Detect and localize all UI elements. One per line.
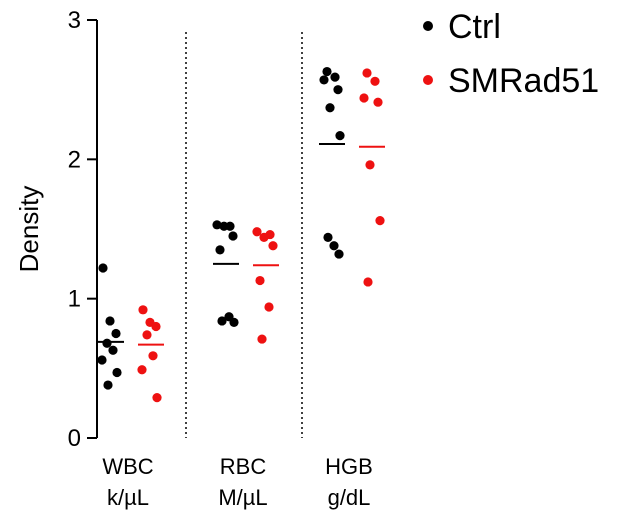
data-point	[322, 66, 332, 77]
data-point	[375, 216, 385, 226]
legend-marker	[423, 75, 433, 85]
data-point	[373, 97, 383, 107]
data-point	[97, 355, 107, 365]
data-point	[268, 241, 278, 251]
data-point	[323, 232, 333, 242]
data-point	[333, 85, 343, 95]
y-axis-title: Density	[14, 186, 44, 273]
category-unit-label: M/µL	[218, 485, 267, 510]
data-point	[112, 367, 122, 378]
data-point	[330, 72, 340, 82]
legend: Ctrl SMRad51	[423, 8, 599, 100]
data-point	[219, 221, 229, 231]
data-point	[255, 275, 265, 286]
data-point	[359, 93, 369, 103]
category-label: HGB	[325, 454, 373, 479]
data-point	[363, 277, 373, 287]
axes: 0 1 2 3 Density WBC k/µL RBC M/µL HGB g/dL	[14, 7, 373, 510]
data-point	[108, 345, 118, 355]
data-point	[264, 302, 274, 312]
data-marks	[97, 66, 385, 403]
y-tick-label: 1	[68, 286, 81, 313]
category-label: RBC	[220, 454, 267, 479]
y-tick-label: 0	[68, 425, 81, 452]
data-point	[370, 76, 380, 86]
data-point	[319, 75, 329, 85]
data-point	[329, 241, 339, 251]
y-tick-label: 3	[68, 7, 81, 34]
data-point	[334, 249, 344, 259]
data-point	[103, 380, 113, 390]
y-tick-label: 2	[68, 146, 81, 173]
data-point	[102, 338, 112, 348]
data-point	[105, 316, 115, 326]
group-separators	[185, 32, 303, 438]
data-point	[362, 68, 372, 78]
data-point	[365, 160, 375, 170]
data-point	[229, 317, 239, 327]
data-point	[142, 330, 152, 340]
data-point	[325, 103, 335, 113]
data-point	[215, 245, 225, 255]
category-unit-label: k/µL	[107, 485, 149, 510]
data-point	[151, 321, 161, 332]
data-point	[335, 131, 345, 141]
data-point	[111, 328, 121, 339]
legend-label: Ctrl	[448, 8, 501, 46]
data-point	[212, 220, 222, 230]
legend-label: SMRad51	[448, 62, 599, 100]
data-point	[148, 351, 158, 361]
data-point	[217, 316, 227, 326]
category-unit-label: g/dL	[328, 485, 371, 510]
category-label: WBC	[102, 454, 153, 479]
data-point	[252, 227, 262, 237]
data-point	[98, 263, 108, 273]
legend-marker	[423, 21, 433, 31]
data-point	[257, 334, 267, 344]
data-point	[259, 232, 269, 242]
data-point	[138, 305, 148, 315]
data-point	[228, 231, 238, 241]
data-point	[152, 392, 162, 403]
data-point	[137, 365, 147, 375]
